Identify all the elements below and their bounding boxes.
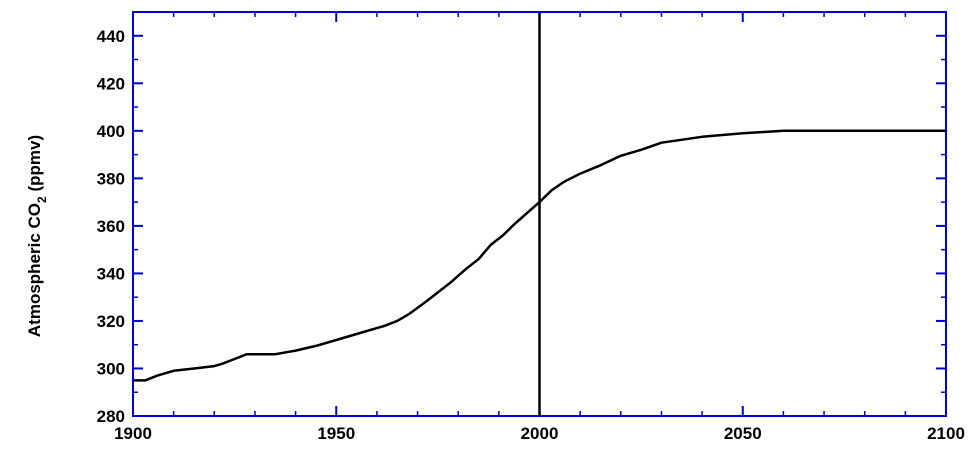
y-tick-label: 300 — [97, 359, 125, 378]
plot-frame — [132, 11, 947, 417]
series-line — [131, 129, 948, 382]
y-tick-label: 420 — [97, 74, 125, 93]
y-tick-label: 340 — [97, 264, 125, 283]
y-tick-label: 440 — [97, 27, 125, 46]
y-tick-label: 400 — [97, 122, 125, 141]
x-tick-label: 2100 — [927, 424, 965, 443]
svg-text:Atmospheric CO2 (ppmv): Atmospheric CO2 (ppmv) — [25, 135, 49, 337]
x-tick-label: 1900 — [114, 424, 152, 443]
x-tick-label: 2000 — [521, 424, 559, 443]
y-axis-title: Atmospheric CO2 (ppmv) — [25, 135, 49, 337]
y-tick-label: 320 — [97, 312, 125, 331]
y-tick-label: 380 — [97, 169, 125, 188]
y-tick-labels: 280 300 320 340 360 380 400 420 440 — [97, 27, 125, 426]
y-axis-title-main: Atmospheric CO — [25, 203, 44, 337]
x-tick-label: 1950 — [317, 424, 355, 443]
y-axis-title-subscript: 2 — [35, 196, 49, 203]
y-axis-title-unit: (ppmv) — [25, 135, 44, 196]
x-tick-labels: 1900 1950 2000 2050 2100 — [114, 424, 965, 443]
y-tick-label: 280 — [97, 407, 125, 426]
y-tick-label: 360 — [97, 217, 125, 236]
x-tick-label: 2050 — [724, 424, 762, 443]
